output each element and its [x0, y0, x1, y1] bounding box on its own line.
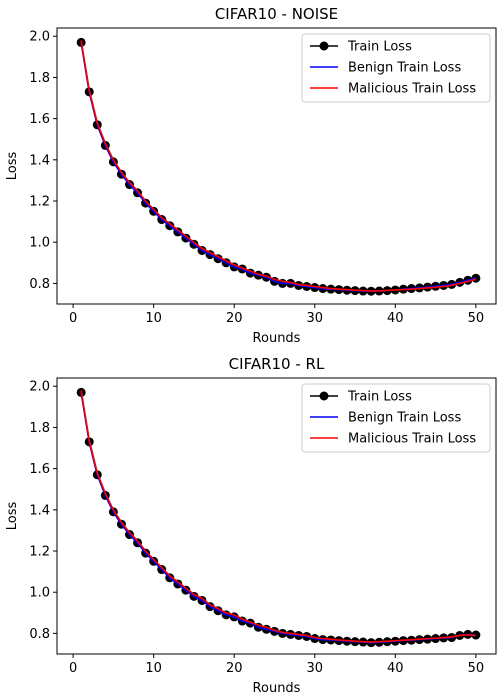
legend-box — [301, 383, 491, 453]
x-tick-label: 30 — [306, 311, 323, 326]
y-tick-label: 2.0 — [29, 30, 50, 45]
x-tick-label: 40 — [387, 661, 404, 676]
y-tick-label: 1.0 — [29, 586, 50, 601]
chart-title: CIFAR10 - NOISE — [215, 5, 338, 23]
y-tick-label: 1.8 — [29, 71, 50, 86]
y-tick-label: 2.0 — [29, 380, 50, 395]
legend-label: Benign Train Loss — [348, 61, 461, 76]
legend-marker — [319, 41, 329, 51]
y-axis-label: Loss — [5, 502, 20, 531]
y-tick-label: 1.0 — [29, 236, 50, 251]
legend-label: Malicious Train Loss — [348, 432, 476, 447]
x-tick-label: 50 — [468, 661, 485, 676]
series-line-malicious-train-loss — [80, 390, 476, 643]
series-line-malicious-train-loss — [80, 40, 477, 292]
legend: Train Loss Benign Train Loss Malicious Tra… — [301, 33, 491, 103]
x-tick-label: 10 — [145, 311, 162, 326]
x-axis-label: Rounds — [253, 331, 301, 346]
legend-label: Train Loss — [347, 40, 412, 55]
legend-entry: Train Loss — [310, 40, 412, 55]
y-tick-label: 0.8 — [29, 627, 50, 642]
legend-entry: Benign Train Loss — [310, 411, 461, 426]
x-tick-label: 0 — [69, 661, 77, 676]
legend-entry: Train Loss — [310, 390, 412, 405]
y-axis-label: Loss — [5, 152, 20, 181]
y-tick-label: 1.4 — [29, 503, 50, 518]
x-tick-label: 10 — [145, 661, 162, 676]
x-tick-label: 0 — [69, 311, 77, 326]
legend-entry: Malicious Train Loss — [310, 432, 476, 447]
x-tick-label: 40 — [387, 311, 404, 326]
y-tick-label: 1.4 — [29, 153, 50, 168]
x-axis-label: Rounds — [253, 681, 301, 696]
y-tick-label: 1.8 — [29, 421, 50, 436]
legend-entry: Malicious Train Loss — [310, 82, 476, 97]
legend-box — [301, 33, 491, 103]
x-tick-label: 30 — [306, 661, 323, 676]
axes-frame — [56, 27, 497, 305]
axes-frame — [56, 377, 497, 655]
legend-entry: Benign Train Loss — [310, 61, 461, 76]
x-tick-label: 20 — [226, 661, 243, 676]
legend-label: Benign Train Loss — [348, 411, 461, 426]
y-tick-label: 0.8 — [29, 277, 50, 292]
x-tick-label: 20 — [226, 311, 243, 326]
legend-label: Train Loss — [347, 390, 412, 405]
y-tick-label: 1.2 — [29, 195, 50, 210]
legend-marker — [319, 391, 329, 401]
chart-rl: CIFAR10 - RL 0 10 20 30 40 50 0.8 1.0 1.2 1.4 1.6 1.… — [5, 355, 497, 696]
x-tick-label: 50 — [468, 311, 485, 326]
legend: Train Loss Benign Train Loss Malicious Tra… — [301, 383, 491, 453]
chart-noise: CIFAR10 - NOISE 0 10 20 30 40 50 0.8 1.0 1.2 1.4 1.… — [5, 5, 497, 346]
chart-title: CIFAR10 - RL — [229, 355, 325, 373]
y-tick-label: 1.6 — [29, 112, 50, 127]
y-tick-label: 1.6 — [29, 462, 50, 477]
legend-label: Malicious Train Loss — [348, 82, 476, 97]
y-tick-label: 1.2 — [29, 545, 50, 560]
